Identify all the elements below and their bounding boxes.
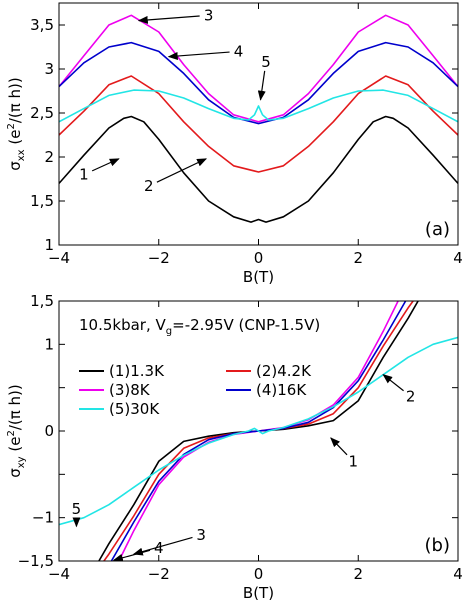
annotation-arrow: [137, 15, 200, 24]
x-axis-label: B(T): [243, 584, 274, 601]
x-tick-label: −2: [148, 565, 170, 583]
x-tick-label: −2: [148, 249, 170, 267]
panel-label: (a): [425, 219, 450, 240]
annotation-arrow: [167, 51, 230, 60]
y-axis-label-sub: xx: [16, 149, 27, 161]
y-axis-label-rest: (e: [6, 130, 24, 150]
annotation-arrow: [330, 437, 348, 456]
x-tick-label: 2: [353, 249, 363, 267]
y-axis-label-main: σ: [6, 468, 24, 478]
x-tick-label: −4: [48, 565, 70, 583]
annotation-label: 5: [72, 500, 82, 518]
series-line-3: [59, 14, 458, 123]
chart-title-post: =-2.95V (CNP-1.5V): [172, 316, 320, 334]
annotation-arrow: [156, 158, 208, 183]
annotation-arrow: [382, 374, 404, 392]
annotation-arrow: [112, 549, 151, 562]
legend-entry: (1)1.3K: [109, 362, 165, 380]
panel-label: (b): [425, 535, 450, 556]
y-tick-label: 0: [44, 422, 54, 440]
x-tick-label: 0: [254, 565, 264, 583]
annotation-arrow: [91, 158, 120, 172]
series-line-5: [59, 336, 458, 526]
annotation-label: 2: [144, 177, 154, 195]
y-tick-label: 1: [44, 335, 54, 353]
annotation-label: 4: [154, 539, 164, 557]
y-tick-label: 2: [44, 148, 54, 166]
annotation-label: 3: [204, 6, 214, 24]
legend-entry: (5)30K: [109, 400, 160, 418]
y-axis-label-tail: /(π h)): [6, 384, 24, 430]
y-tick-label: 1,5: [30, 292, 54, 310]
y-tick-label: 1: [44, 236, 54, 254]
y-axis-label-sub: xy: [16, 456, 27, 468]
annotation-arrow: [132, 536, 193, 556]
x-tick-label: 4: [453, 565, 463, 583]
x-tick-label: −4: [48, 249, 70, 267]
annotation-label: 4: [234, 42, 244, 60]
y-tick-label: 1,5: [30, 192, 54, 210]
x-tick-label: 0: [254, 249, 264, 267]
y-axis-label-sup: 2: [6, 430, 17, 436]
series-group: [59, 301, 458, 561]
series-group: [59, 14, 458, 223]
x-axis-label: B(T): [243, 268, 274, 286]
y-tick-label: 3,5: [30, 16, 54, 34]
y-axis-label-main: σ: [6, 161, 24, 171]
y-axis-label: σxy (e2/(π h)): [6, 384, 27, 478]
y-tick-label: −1,5: [18, 552, 54, 570]
annotation-label: 1: [79, 166, 89, 184]
chart-title-pre: 10.5kbar, V: [79, 316, 167, 334]
legend-entry: (3)8K: [109, 381, 151, 399]
annotation-arrow: [257, 70, 266, 101]
y-tick-label: 2,5: [30, 104, 54, 122]
panel-a: −4 −2 0 2 411,522,533,5B(T)σxx (e2/(π h))(a)…: [6, 2, 463, 286]
annotation-label: 2: [406, 387, 416, 405]
y-axis-label: σxx (e2/(π h)): [6, 77, 27, 171]
y-axis-label-tail: /(π h)): [6, 77, 24, 123]
y-axis-label-rest: (e: [6, 437, 24, 457]
chart-title: 10.5kbar, Vg=-2.95V (CNP-1.5V): [79, 316, 320, 337]
annotation-label: 1: [348, 452, 358, 470]
annotation-label: 5: [261, 53, 271, 71]
y-tick-label: 3: [44, 60, 54, 78]
annotation-label: 3: [196, 526, 206, 544]
y-axis-label-sup: 2: [6, 123, 17, 129]
x-tick-label: 4: [453, 249, 463, 267]
x-tick-label: 2: [353, 565, 363, 583]
legend-entry: (4)16K: [256, 381, 307, 399]
series-line-2: [59, 75, 458, 173]
series-line-5: [59, 89, 458, 123]
legend-entry: (2)4.2K: [256, 362, 312, 380]
series-line-4: [59, 41, 458, 125]
y-tick-label: −1: [32, 509, 54, 527]
chart-title-sub: g: [166, 326, 172, 337]
series-line-1: [59, 115, 458, 223]
